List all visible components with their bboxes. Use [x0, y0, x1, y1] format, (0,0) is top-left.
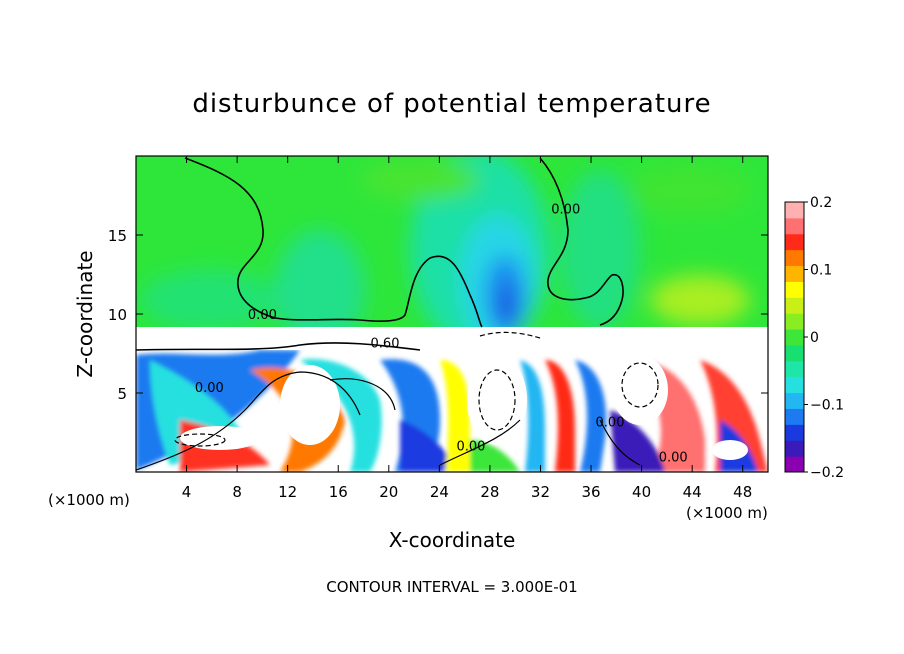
x-axis: 4 8 12 16 20 24 28 32 36 40 44 48: [182, 156, 752, 501]
x-tick-label: 20: [379, 483, 398, 501]
colorbar-swatch: [785, 344, 804, 362]
colorbar-swatch: [785, 281, 804, 298]
lower-field: [136, 350, 768, 472]
colorbar-swatch: [785, 297, 804, 314]
inversion-band: [136, 327, 768, 351]
y-axis-label: Z-coordinate: [73, 250, 97, 377]
contour-label: 0.60: [371, 337, 400, 352]
x-tick-label: 4: [182, 483, 192, 501]
contour-interval-note: CONTOUR INTERVAL = 3.000E-01: [326, 578, 577, 596]
y-tick-label: 5: [117, 385, 127, 403]
contour-label: 0.00: [551, 202, 580, 217]
colorbar-swatch: [785, 424, 804, 441]
x-tick-label: 48: [733, 483, 752, 501]
colorbar-swatch: [785, 313, 804, 330]
x-tick-label: 32: [531, 483, 550, 501]
colorbar-swatch: [785, 456, 804, 473]
x-unit-left: (×1000 m): [48, 491, 130, 509]
contour-labels: 0.00 0.00 0.60 0.00 0.00 0.00 0.00: [195, 202, 688, 465]
dashed-contours: [174, 331, 659, 447]
colorbar-tick-label: −0.2: [810, 465, 844, 481]
colorbar-swatch: [785, 217, 804, 235]
colorbar-tick-label: 0: [810, 330, 819, 346]
colorbar-swatch: [785, 440, 804, 457]
x-tick-label: 44: [683, 483, 702, 501]
x-tick-label: 24: [430, 483, 449, 501]
x-tick-label: 8: [232, 483, 242, 501]
y-axis: 5 10 15: [108, 227, 768, 403]
contour-label: 0.00: [195, 381, 224, 396]
contour-label: 0.00: [456, 439, 485, 454]
x-axis-label: X-coordinate: [389, 528, 516, 552]
colorbar-swatch: [785, 202, 804, 219]
x-unit-right: (×1000 m): [686, 504, 768, 522]
colorbar-swatch: [785, 265, 804, 282]
chart-title: disturbunce of potential temperature: [192, 89, 711, 119]
x-tick-label: 16: [329, 483, 348, 501]
colorbar-tick-label: −0.1: [810, 398, 844, 414]
y-tick-label: 10: [108, 306, 127, 324]
colorbar-tick-label: 0.1: [810, 263, 832, 279]
x-tick-label: 28: [480, 483, 499, 501]
x-tick-label: 40: [632, 483, 651, 501]
colorbar-swatch: [785, 360, 804, 378]
plot-area: 0.00 0.00 0.60 0.00 0.00 0.00 0.00: [136, 156, 768, 472]
x-tick-label: 12: [278, 483, 297, 501]
y-tick-label: 15: [108, 227, 127, 245]
upper-field: [136, 156, 768, 327]
colorbar-swatch: [785, 376, 804, 394]
colorbar-swatch: [785, 329, 804, 346]
colorbar-swatch: [785, 408, 804, 425]
colorbar: 0.2 0.1 0 −0.1 −0.2: [784, 195, 844, 481]
contour-lines: [136, 157, 641, 471]
contour-label: 0.00: [659, 450, 688, 465]
contour-label: 0.00: [596, 416, 625, 431]
x-tick-label: 36: [581, 483, 600, 501]
contour-label: 0.00: [248, 308, 277, 323]
colorbar-tick-label: 0.2: [810, 195, 832, 211]
colorbar-swatch: [785, 392, 804, 409]
colorbar-swatch: [785, 249, 804, 267]
colorbar-swatch: [785, 233, 804, 251]
